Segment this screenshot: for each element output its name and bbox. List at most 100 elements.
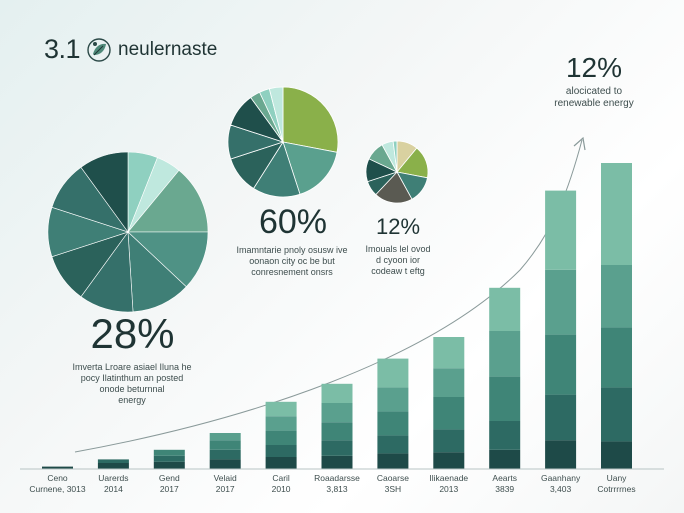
x-tick-sublabel: 2017 xyxy=(160,484,179,494)
small-pie-note-line: d cyoon ior xyxy=(375,255,421,265)
x-tick-sublabel: Curnene, 3013 xyxy=(29,484,86,494)
small-pie-note-line: Imouals lel ovod xyxy=(365,244,431,254)
x-tick-sublabel: 2014 xyxy=(104,484,123,494)
bar-segment xyxy=(265,457,297,469)
bar-segment xyxy=(545,440,577,469)
bar-segment xyxy=(97,459,129,463)
bar-segment xyxy=(153,455,185,462)
bar-segment xyxy=(153,449,185,456)
small-pie-note-line: codeaw t eftg xyxy=(371,266,425,276)
renewable-note-line: renewable energy xyxy=(554,98,634,109)
left-pie-note-line: energy xyxy=(118,395,146,405)
bar-segment xyxy=(209,433,241,441)
mid-pie-note-line: conresnement onsrs xyxy=(251,267,333,277)
x-tick-label: Roaadarsse xyxy=(314,473,360,483)
left-pie-percent: 28% xyxy=(90,310,175,357)
renewable-percent: 12% xyxy=(565,52,623,83)
renewable-note: alocicated to renewable energy xyxy=(530,86,658,110)
bar-segment xyxy=(321,422,353,441)
pie-slice xyxy=(127,231,187,313)
x-tick-label: Uarerds xyxy=(98,473,128,483)
renewable-note-line: alocicated to xyxy=(565,86,623,97)
left-pie-note-line: Imverta Lroare asiael Iluna he xyxy=(72,362,192,372)
bar-segment xyxy=(433,397,465,430)
bar-segment xyxy=(545,334,577,395)
left-pie-note: Imverta Lroare asiael Iluna he pocy Ilat… xyxy=(62,362,202,406)
bar-segment xyxy=(601,163,632,265)
bar-segment xyxy=(265,430,297,445)
bar-segment xyxy=(265,445,297,457)
x-tick-label: Ceno xyxy=(47,473,68,483)
bar-segment xyxy=(377,435,409,454)
bar-segment xyxy=(489,421,521,450)
x-tick-label: Caril xyxy=(272,473,290,483)
stacked-bar-chart xyxy=(42,163,632,469)
bar-segment xyxy=(377,411,409,436)
bar-segment xyxy=(265,401,297,417)
bar-segment xyxy=(321,455,353,469)
bar-segment xyxy=(42,466,73,469)
bar-segment xyxy=(377,453,409,469)
mid-pie-note-line: oonaon city oc be but xyxy=(249,256,335,266)
bar-segment xyxy=(265,416,297,431)
pie-slice xyxy=(127,169,209,233)
pie-slice xyxy=(282,86,339,153)
pie-slice xyxy=(375,171,413,204)
pie-slice xyxy=(127,231,209,288)
bar-segment xyxy=(601,441,632,469)
pie-slice xyxy=(392,140,398,173)
pie-slice xyxy=(282,141,338,195)
bar-segment xyxy=(601,387,632,442)
small-pie-percent: 12% xyxy=(375,214,421,239)
bar-segment xyxy=(489,449,521,469)
x-tick-sublabel: 3839 xyxy=(495,484,514,494)
title-text: neulernaste xyxy=(118,38,218,60)
bar-segment xyxy=(601,265,632,328)
left-pie-note-line: pocy Ilatinthum an posted xyxy=(80,373,184,383)
bar-segment xyxy=(433,337,465,369)
pie-slice xyxy=(80,151,129,233)
title-number: 3.1 xyxy=(44,34,81,64)
bar-segment xyxy=(377,387,409,412)
bar-segment xyxy=(377,358,409,388)
pie-slice xyxy=(268,86,284,143)
bar-segment xyxy=(601,327,632,388)
bar-segment xyxy=(321,403,353,423)
x-tick-sublabel: 2010 xyxy=(272,484,291,494)
bar-segment xyxy=(489,331,521,377)
x-tick-label: Gend xyxy=(159,473,180,483)
bar-segment xyxy=(321,383,353,403)
x-tick-sublabel: 2013 xyxy=(439,484,458,494)
bar-segment xyxy=(433,368,465,397)
x-tick-sublabel: 2017 xyxy=(216,484,235,494)
bar-segment xyxy=(321,440,353,456)
x-tick-label: Uany xyxy=(607,473,628,483)
bar-segment xyxy=(209,440,241,450)
x-tick-sublabel: 3,813 xyxy=(326,484,348,494)
bar-segment xyxy=(433,429,465,453)
page-title: 3.1 neulernaste xyxy=(44,34,217,65)
bar-segment xyxy=(433,452,465,469)
x-tick-label: Aearts xyxy=(492,473,517,483)
bar-segment xyxy=(209,459,241,469)
bar-segment xyxy=(489,287,521,331)
bar-segment xyxy=(153,461,185,469)
mid-pie-percent: 60% xyxy=(258,203,328,241)
x-tick-label: Caoarse xyxy=(377,473,409,483)
mid-pie-note-line: Imamntarie pnoly osusw ive xyxy=(236,245,348,255)
pie-chart xyxy=(47,151,209,313)
bar-segment xyxy=(489,376,521,421)
x-tick-label: Gaanhany xyxy=(541,473,581,483)
x-tick-sublabel: 3,403 xyxy=(550,484,572,494)
x-tick-label: Velaid xyxy=(214,473,237,483)
pie-charts xyxy=(47,86,429,313)
pie-chart xyxy=(365,140,429,204)
x-tick-label: Ilikaenade xyxy=(429,473,468,483)
leaf-emblem-icon xyxy=(87,37,111,62)
mid-pie-note: Imamntarie pnoly osusw ive oonaon city o… xyxy=(222,245,362,278)
bar-segment xyxy=(209,449,241,460)
x-tick-sublabel: 3SH xyxy=(385,484,402,494)
small-pie-note: Imouals lel ovod d cyoon ior codeaw t ef… xyxy=(350,244,446,277)
